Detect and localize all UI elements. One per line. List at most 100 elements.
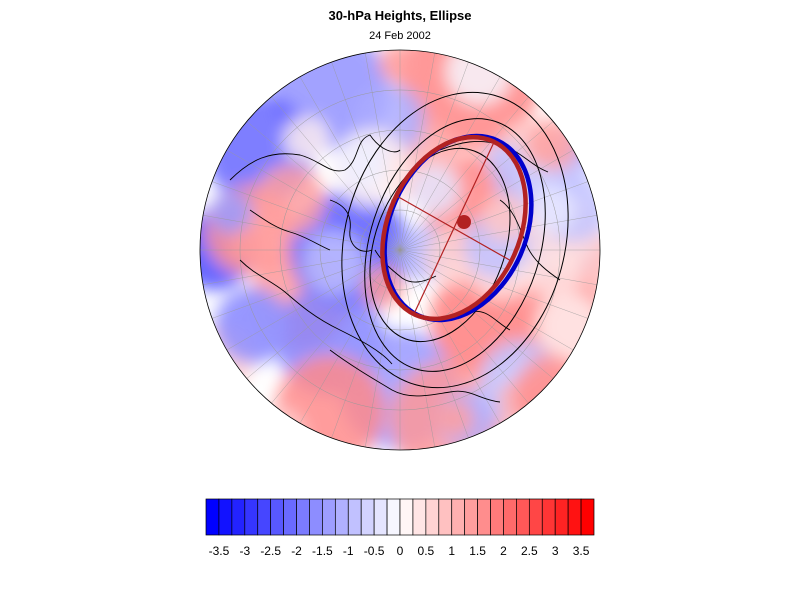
colorbar-box: [399, 498, 414, 536]
map-disk: [200, 50, 600, 450]
colorbar-tick-label: -1: [343, 544, 354, 558]
colorbar-box: [503, 498, 517, 536]
meridian-line: [365, 249, 401, 447]
anomaly-blob: [378, 50, 420, 84]
colorbar-tick-label: 1: [448, 544, 455, 558]
colorbar-tick-label: -3: [239, 544, 250, 558]
meridian-line: [399, 96, 529, 251]
colorbar-tick-label: 1.5: [469, 544, 486, 558]
colorbar-box: [477, 498, 491, 536]
anomaly-blob: [482, 194, 530, 242]
colorbar-box: [322, 498, 336, 536]
meridian-line: [246, 121, 401, 251]
meridian-line: [399, 53, 435, 251]
colorbar-box: [244, 498, 259, 536]
meridian-line: [226, 149, 401, 251]
colorbar-box: [464, 498, 478, 536]
colorbar-tick-label: 2.5: [521, 544, 538, 558]
height-contour: [369, 147, 511, 343]
colorbar-box: [490, 498, 504, 536]
colorbar-tick-label: 0: [397, 544, 404, 558]
meridian-line: [365, 53, 401, 251]
colorbar-box: [231, 498, 246, 536]
colorbar-tick-label: -0.5: [364, 544, 385, 558]
anomaly-blob: [529, 247, 581, 300]
anomaly-blob: [409, 164, 461, 216]
coastline: [239, 259, 393, 365]
colorbar-tick-label: 2: [500, 544, 507, 558]
meridian-line: [203, 249, 401, 285]
anomaly-blob: [229, 227, 266, 264]
colorbar-box: [347, 498, 362, 536]
meridian-line: [203, 215, 401, 251]
meridian-line: [271, 249, 401, 404]
colorbar-box: [386, 498, 401, 536]
anomaly-blob: [255, 165, 325, 235]
colorbar-box: [373, 498, 388, 536]
colorbar-box: [528, 498, 543, 536]
height-contour: [364, 118, 546, 372]
colorbar-tick-label: 3.5: [573, 544, 590, 558]
colorbar-labels: -3.5 -3 -2.5 -2 -1.5 -1 -0.5 0 0.5 1 1.5 2 2.5 3 3.5: [209, 544, 590, 558]
map-subtitle: 24 Feb 2002: [369, 30, 431, 42]
height-contour: [341, 91, 569, 389]
colorbar-box: [425, 498, 440, 536]
map-boundary: [199, 49, 601, 451]
colorbar-box: [257, 498, 272, 536]
anomaly-blob: [283, 116, 330, 162]
colorbar-box: [580, 498, 595, 536]
anomaly-blob: [301, 231, 365, 295]
height-contours: [341, 91, 569, 389]
coastline: [229, 134, 401, 181]
colorbar-tick-label: 3: [552, 544, 559, 558]
meridian-line: [399, 149, 574, 251]
colorbar-box: [334, 498, 349, 536]
vortex-overlay: [380, 133, 534, 323]
vortex-centroid: [457, 215, 471, 229]
colorbar-box: [438, 498, 453, 536]
meridian-line: [399, 121, 554, 251]
colorbar-box: [412, 498, 427, 536]
colorbar-box: [360, 498, 375, 536]
coastline: [329, 349, 501, 403]
meridian-line: [399, 249, 597, 285]
anomaly-blob: [214, 287, 290, 363]
colorbar-boxes: [205, 498, 595, 536]
coastline: [499, 199, 561, 281]
anomaly-blob: [436, 400, 474, 438]
meridian-line: [299, 76, 401, 251]
coastline: [329, 199, 373, 252]
colorbar-box: [309, 498, 323, 536]
meridian-line: [246, 249, 401, 379]
meridian-line: [399, 249, 501, 424]
meridian-line: [211, 249, 401, 319]
colorbar-box: [296, 498, 310, 536]
vortex-ellipse: [380, 134, 528, 322]
colorbar-tick-label: 0.5: [418, 544, 435, 558]
colorbar-box: [218, 498, 233, 536]
colorbar-box: [270, 498, 284, 536]
colorbar-box: [567, 498, 582, 536]
map-title: 30-hPa Heights, Ellipse: [328, 8, 472, 23]
colorbar-tick-label: -1.5: [312, 544, 333, 558]
colorbar-box: [205, 498, 220, 536]
meridian-line: [399, 76, 501, 251]
anomaly-blob: [209, 191, 253, 235]
meridian-line: [399, 249, 435, 447]
colorbar-box: [283, 498, 297, 536]
meridian-line: [399, 249, 554, 379]
meridian-line: [226, 249, 401, 351]
anomaly-blob: [336, 137, 389, 190]
meridian-line: [399, 215, 597, 251]
colorbar-tick-label: -3.5: [209, 544, 230, 558]
meridian-line: [299, 249, 401, 424]
colorbar-tick-label: -2: [291, 544, 302, 558]
colorbar-box: [541, 498, 556, 536]
coastline: [249, 209, 331, 251]
meridian-line: [399, 181, 589, 251]
ellipse-minor-axis: [394, 194, 514, 263]
colorbar-box: [516, 498, 530, 536]
colorbar-box: [554, 498, 569, 536]
